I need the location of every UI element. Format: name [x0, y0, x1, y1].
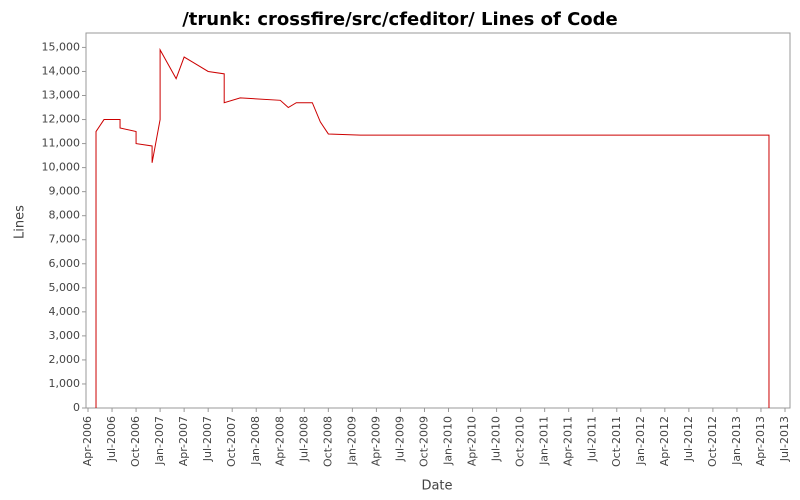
x-tick-label: Jan-2009 [345, 416, 358, 466]
x-tick-label: Oct-2007 [225, 416, 238, 467]
x-tick-label: Jul-2012 [682, 416, 695, 462]
y-tick-label: 15,000 [42, 40, 81, 53]
x-tick-label: Oct-2011 [610, 416, 623, 467]
x-tick-label: Apr-2011 [562, 416, 575, 466]
y-tick-label: 1,000 [49, 377, 81, 390]
y-tick-label: 5,000 [49, 281, 81, 294]
x-tick-label: Jul-2008 [297, 416, 310, 462]
y-tick-label: 3,000 [49, 329, 81, 342]
y-tick-label: 9,000 [49, 185, 81, 198]
x-tick-label: Jan-2007 [153, 416, 166, 466]
x-tick-label: Apr-2006 [81, 416, 94, 466]
x-tick-label: Oct-2008 [321, 416, 334, 467]
y-tick-label: 11,000 [42, 137, 81, 150]
x-tick-label: Apr-2007 [177, 416, 190, 466]
x-tick-label: Jul-2006 [105, 416, 118, 462]
x-tick-label: Jan-2008 [249, 416, 262, 466]
x-tick-label: Oct-2009 [417, 416, 430, 467]
chart-title: /trunk: crossfire/src/cfeditor/ Lines of… [182, 9, 618, 30]
x-tick-label: Jan-2012 [634, 416, 647, 466]
x-tick-label: Jul-2007 [201, 416, 214, 462]
y-tick-label: 14,000 [42, 64, 81, 77]
x-tick-label: Apr-2010 [466, 416, 479, 466]
y-tick-label: 7,000 [49, 233, 81, 246]
x-tick-label: Apr-2009 [369, 416, 382, 466]
y-tick-label: 0 [73, 401, 80, 414]
x-tick-label: Jan-2011 [538, 416, 551, 466]
y-tick-label: 8,000 [49, 209, 81, 222]
x-tick-label: Jul-2013 [778, 416, 791, 462]
x-tick-label: Jan-2013 [730, 416, 743, 466]
x-tick-label: Oct-2012 [706, 416, 719, 467]
x-tick-label: Jul-2011 [586, 416, 599, 462]
y-axis-label: Lines [13, 205, 28, 239]
x-tick-label: Apr-2013 [754, 416, 767, 466]
x-tick-label: Jul-2010 [490, 416, 503, 462]
data-line [95, 47, 770, 408]
y-tick-label: 2,000 [49, 353, 81, 366]
x-axis-label: Date [421, 479, 452, 494]
y-tick-label: 10,000 [42, 161, 81, 174]
x-tick-label: Jul-2009 [393, 416, 406, 462]
y-tick-label: 12,000 [42, 113, 81, 126]
x-tick-label: Apr-2012 [658, 416, 671, 466]
x-tick-label: Apr-2008 [273, 416, 286, 466]
y-tick-label: 4,000 [49, 305, 81, 318]
x-tick-label: Oct-2010 [514, 416, 527, 467]
y-tick-label: 13,000 [42, 89, 81, 102]
y-tick-label: 6,000 [49, 257, 81, 270]
x-tick-label: Oct-2006 [129, 416, 142, 467]
x-tick-label: Jan-2010 [442, 416, 455, 466]
plot-area [85, 32, 791, 409]
